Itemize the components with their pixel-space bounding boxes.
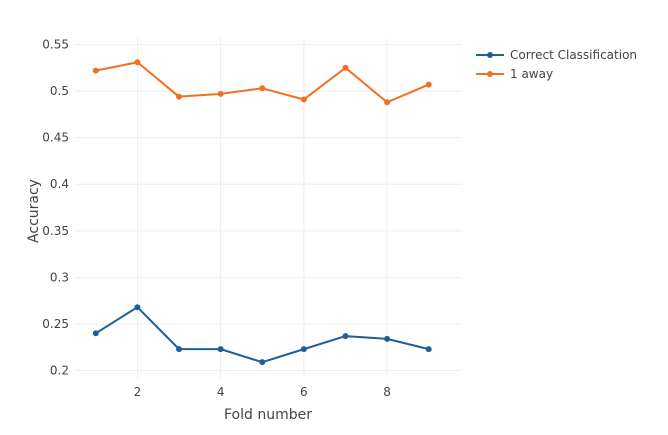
data-point — [300, 346, 307, 353]
legend-label: 1 away — [510, 67, 553, 81]
legend-swatch-marker — [487, 52, 493, 58]
x-axis-title: Fold number — [224, 407, 312, 423]
y-tick-labels: 0.2 0.25 0.3 0.35 0.4 0.45 0.5 0.55 — [42, 38, 69, 378]
series-line — [95, 306, 429, 364]
data-point — [425, 81, 432, 88]
y-tick-label: 0.5 — [50, 84, 69, 98]
series-1 — [92, 304, 432, 366]
data-point — [300, 96, 307, 103]
y-tick-label: 0.4 — [50, 177, 69, 191]
legend-item: Correct Classification — [476, 48, 637, 62]
data-point — [259, 85, 266, 92]
data-point — [384, 99, 391, 106]
grid — [75, 38, 462, 378]
y-tick-label: 0.2 — [50, 364, 69, 378]
legend-item: 1 away — [476, 67, 553, 81]
legend-swatch-marker — [487, 71, 493, 77]
x-tick-labels: 2 4 6 8 — [134, 385, 391, 399]
x-tick-label: 6 — [300, 385, 308, 399]
series-2 — [92, 59, 432, 106]
data-point — [92, 67, 99, 74]
x-tick-label: 8 — [383, 385, 391, 399]
data-point — [217, 346, 224, 353]
y-axis-title: Accuracy — [26, 179, 42, 243]
y-tick-label: 0.35 — [42, 224, 69, 238]
data-point — [134, 304, 141, 311]
data-point — [134, 59, 141, 66]
data-point — [425, 346, 432, 353]
data-point — [217, 90, 224, 97]
data-point — [176, 346, 183, 353]
data-point — [342, 333, 349, 340]
data-point — [384, 335, 391, 342]
series-layer — [92, 59, 432, 366]
data-point — [259, 359, 266, 366]
legend: Correct Classification 1 away — [476, 48, 637, 81]
data-point — [176, 93, 183, 100]
x-tick-label: 2 — [134, 385, 142, 399]
legend-label: Correct Classification — [510, 48, 637, 62]
series-line — [95, 61, 430, 104]
y-tick-label: 0.45 — [42, 131, 69, 145]
y-tick-label: 0.25 — [42, 317, 69, 331]
y-tick-label: 0.55 — [42, 38, 69, 52]
x-tick-label: 4 — [217, 385, 225, 399]
data-point — [342, 64, 349, 71]
data-point — [92, 330, 99, 337]
y-tick-label: 0.3 — [50, 270, 69, 284]
